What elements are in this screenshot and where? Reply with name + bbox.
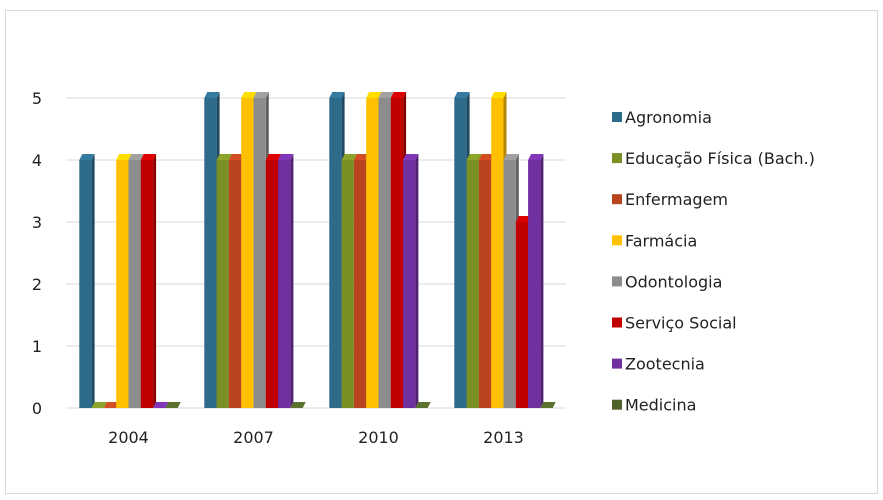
- legend-swatch: [612, 153, 622, 164]
- legend-swatch: [612, 194, 622, 205]
- legend-label: Odontologia: [625, 272, 722, 291]
- bar-chart: 0 1 2 3 4 5 2004 2007 2010 2013 Agronomia Educaçã…: [32, 89, 815, 447]
- x-tick-label: 2010: [358, 428, 399, 447]
- x-tick-label: 2013: [483, 428, 524, 447]
- bar-2013-7: [540, 402, 556, 408]
- legend-swatch: [612, 276, 622, 287]
- y-tick-label: 0: [32, 399, 42, 418]
- legend-item: Enfermagem: [612, 190, 728, 209]
- y-axis-ticks: 0 1 2 3 4 5: [32, 89, 42, 418]
- legend-label: Medicina: [625, 396, 696, 415]
- bar-2010-6: [403, 154, 419, 408]
- y-tick-label: 3: [32, 213, 42, 232]
- legend-label: Serviço Social: [625, 314, 737, 333]
- y-tick-label: 2: [32, 275, 42, 294]
- x-axis-ticks: 2004 2007 2010 2013: [108, 428, 524, 447]
- legend-swatch: [612, 358, 622, 369]
- bar-2013-6: [528, 154, 544, 408]
- legend-swatch: [612, 399, 622, 410]
- legend-label: Zootecnia: [625, 355, 705, 374]
- bar-2010-7: [415, 402, 431, 408]
- bar-2004-2: [103, 402, 120, 408]
- bar-2004-1: [91, 402, 107, 408]
- legend-item: Zootecnia: [612, 355, 705, 374]
- x-tick-label: 2004: [108, 428, 149, 447]
- legend-item: Serviço Social: [612, 314, 737, 333]
- legend-label: Agronomia: [625, 108, 712, 127]
- legend-item: Odontologia: [612, 272, 722, 291]
- legend-item: Medicina: [612, 396, 696, 415]
- bar-2004-7: [165, 402, 181, 408]
- legend-swatch: [612, 235, 622, 246]
- x-tick-label: 2007: [233, 428, 274, 447]
- y-tick-label: 1: [32, 337, 42, 356]
- bar-2004-5: [140, 154, 157, 408]
- legend-label: Educação Física (Bach.): [625, 149, 815, 168]
- legend-item: Educação Física (Bach.): [612, 149, 815, 168]
- bar-2007-6: [278, 154, 294, 408]
- bar-2007-7: [290, 402, 306, 408]
- bar-2004-0: [79, 154, 95, 408]
- legend-label: Enfermagem: [625, 190, 728, 209]
- bar-2004-6: [153, 402, 169, 408]
- legend-label: Farmácia: [625, 231, 697, 250]
- legend: Agronomia Educação Física (Bach.) Enfermag…: [612, 108, 815, 415]
- bars: [79, 92, 556, 408]
- y-tick-label: 4: [32, 151, 42, 170]
- legend-swatch: [612, 112, 622, 122]
- legend-item: Agronomia: [612, 108, 712, 127]
- legend-swatch: [612, 317, 622, 328]
- legend-item: Farmácia: [612, 231, 697, 250]
- y-tick-label: 5: [32, 89, 42, 108]
- chart-frame: 0 1 2 3 4 5 2004 2007 2010 2013 Agronomia Educaçã…: [5, 10, 878, 494]
